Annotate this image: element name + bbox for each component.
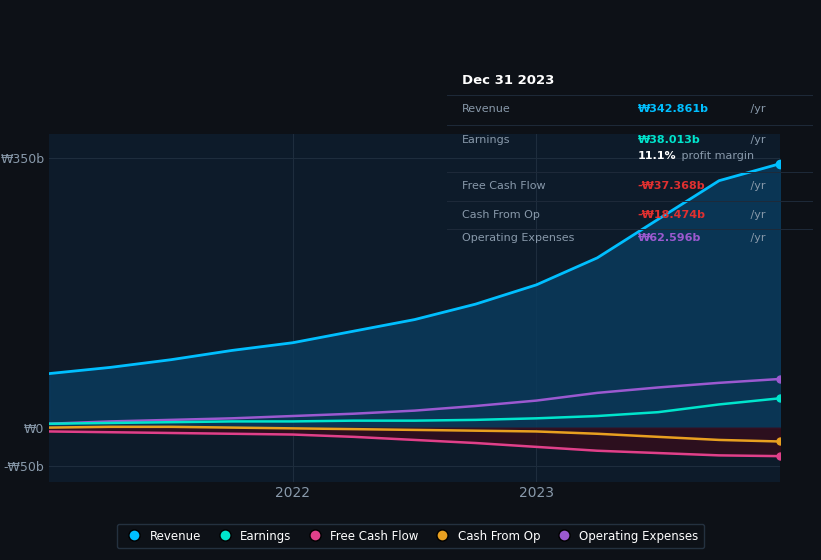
Text: 11.1%: 11.1% [637,151,676,161]
Text: -₩18.474b: -₩18.474b [637,210,705,220]
Text: Revenue: Revenue [462,104,511,114]
Text: /yr: /yr [747,104,765,114]
Text: /yr: /yr [747,134,765,144]
Text: Cash From Op: Cash From Op [462,210,540,220]
Text: Dec 31 2023: Dec 31 2023 [462,74,554,87]
Text: ₩38.013b: ₩38.013b [637,134,700,144]
Text: Free Cash Flow: Free Cash Flow [462,181,546,192]
Legend: Revenue, Earnings, Free Cash Flow, Cash From Op, Operating Expenses: Revenue, Earnings, Free Cash Flow, Cash … [117,524,704,548]
Text: /yr: /yr [747,181,765,192]
Text: profit margin: profit margin [677,151,754,161]
Text: -₩37.368b: -₩37.368b [637,181,705,192]
Text: ₩62.596b: ₩62.596b [637,233,701,243]
Text: /yr: /yr [747,210,765,220]
Text: ₩342.861b: ₩342.861b [637,104,709,114]
Text: Earnings: Earnings [462,134,511,144]
Text: /yr: /yr [747,233,765,243]
Text: Operating Expenses: Operating Expenses [462,233,575,243]
